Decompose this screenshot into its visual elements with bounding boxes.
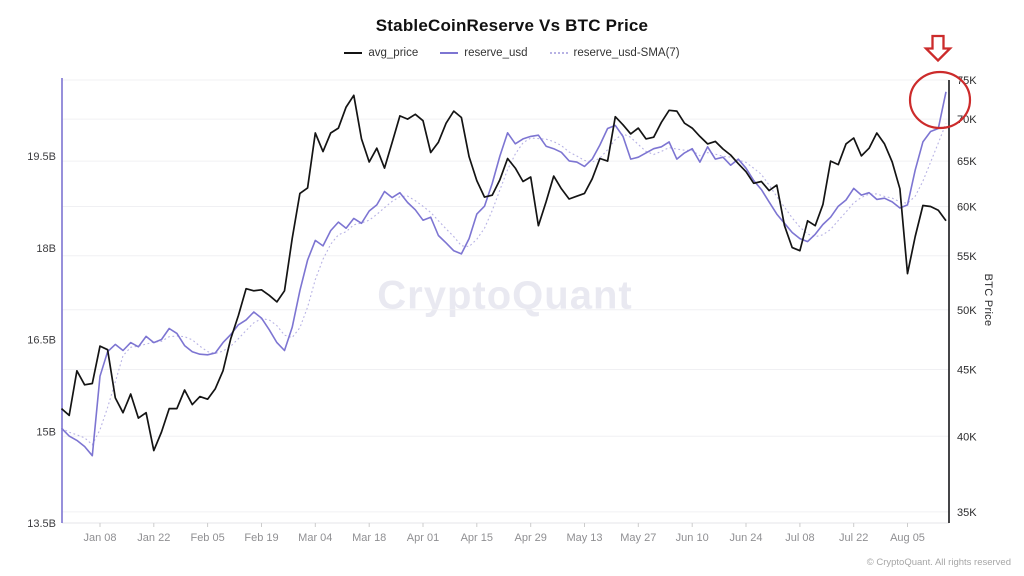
- x-tick-label: Jan 22: [137, 532, 170, 544]
- chart-legend: avg_price reserve_usd reserve_usd-SMA(7): [0, 47, 1024, 59]
- chart-title: StableCoinReserve Vs BTC Price: [375, 16, 649, 35]
- right-axis-tick-label: 65K: [957, 156, 977, 168]
- highlight-circle-annotation: [908, 70, 972, 130]
- x-tick-label: Feb 19: [244, 532, 278, 544]
- legend-label: avg_price: [368, 47, 419, 59]
- right-axis-title: BTC Price: [982, 273, 994, 327]
- x-tick-label: Jun 10: [676, 532, 709, 544]
- legend-label: reserve_usd: [464, 47, 528, 59]
- avg-price-line-swatch-icon: [344, 52, 363, 54]
- series-reserve-usd-sma: [61, 123, 947, 446]
- reserve-usd-line-swatch-icon: [440, 52, 459, 54]
- right-axis-tick-label: 70K: [957, 114, 977, 126]
- x-tick-label: Apr 01: [407, 532, 439, 544]
- x-tick-label: Jun 24: [729, 532, 762, 544]
- left-axis-tick-label: 18B: [36, 243, 56, 255]
- series-avg-price: [60, 94, 947, 452]
- down-arrow-annotation: [923, 34, 953, 63]
- right-axis-tick-label: 60K: [957, 202, 977, 214]
- x-tick-label: Jul 08: [785, 532, 814, 544]
- right-axis-tick-label: 40K: [957, 431, 977, 443]
- x-tick-label: Apr 15: [461, 532, 493, 544]
- right-axis-tick-label: 55K: [957, 251, 977, 263]
- series-reserve-usd: [60, 91, 947, 457]
- x-tick-label: Jul 22: [839, 532, 868, 544]
- legend-item-avg-price[interactable]: avg_price: [344, 47, 418, 59]
- x-tick-label: Mar 18: [352, 532, 386, 544]
- x-tick-label: Apr 29: [514, 532, 546, 544]
- x-tick-label: Aug 05: [890, 532, 925, 544]
- left-axis-tick-label: 16.5B: [27, 335, 56, 347]
- legend-item-reserve-usd-sma[interactable]: reserve_usd-SMA(7): [549, 47, 680, 59]
- left-axis-tick-label: 13.5B: [27, 518, 56, 530]
- right-axis-tick-label: 45K: [957, 365, 977, 377]
- x-tick-label: Feb 05: [190, 532, 224, 544]
- right-axis-tick-label: 50K: [957, 305, 977, 317]
- copyright-notice: © CryptoQuant. All rights reserved: [866, 557, 1011, 568]
- reserve-usd-sma-line-swatch-icon: [549, 52, 568, 54]
- right-axis-tick-label: 35K: [957, 507, 977, 519]
- left-axis-tick-label: 15B: [36, 426, 56, 438]
- x-tick-label: Jan 08: [83, 532, 116, 544]
- left-axis-tick-label: 19.5B: [27, 151, 56, 163]
- x-tick-label: May 13: [566, 532, 602, 544]
- legend-item-reserve-usd[interactable]: reserve_usd: [440, 47, 528, 59]
- x-tick-label: May 27: [620, 532, 656, 544]
- legend-label: reserve_usd-SMA(7): [573, 47, 680, 59]
- right-axis-tick-label: 75K: [957, 75, 977, 87]
- x-tick-label: Mar 04: [298, 532, 332, 544]
